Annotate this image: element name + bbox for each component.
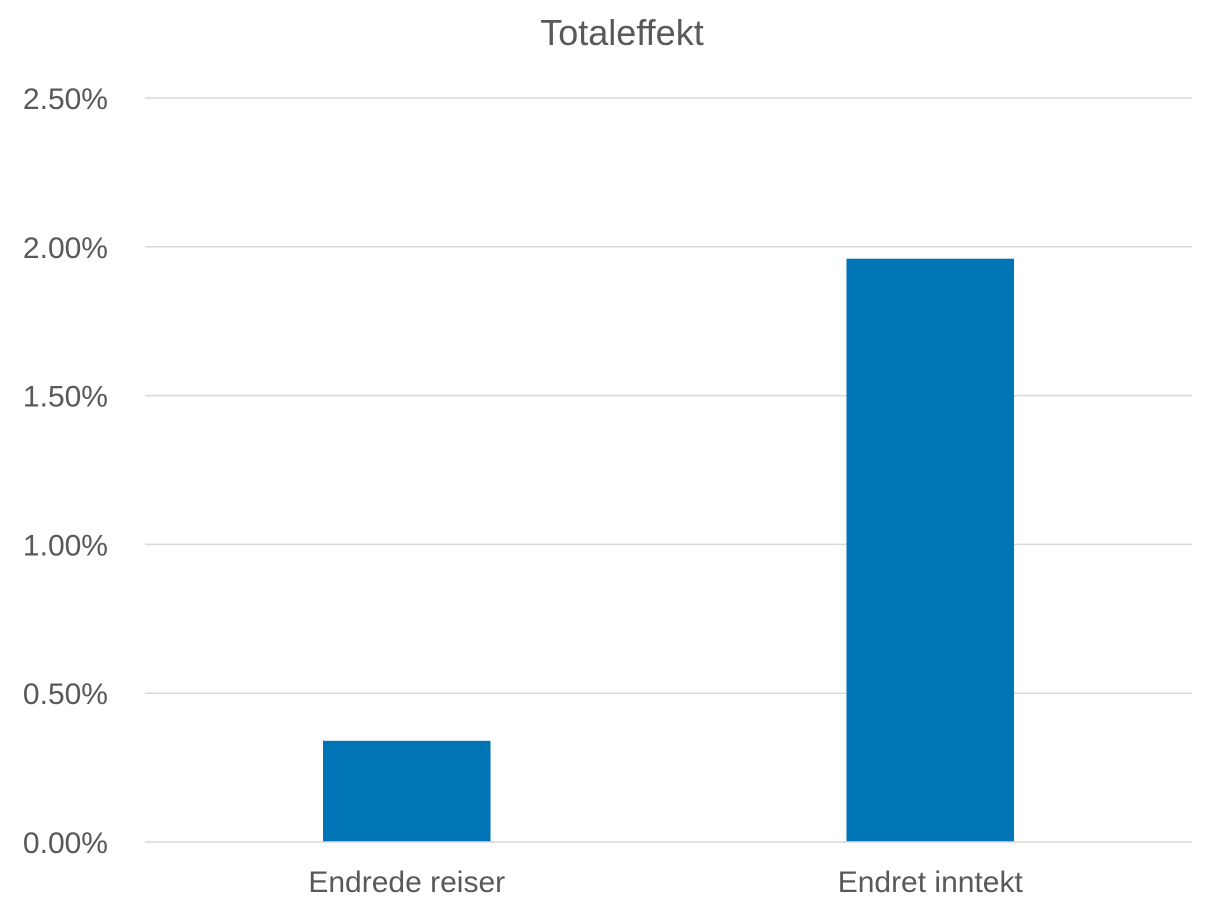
y-tick-label: 2.00% — [23, 232, 108, 265]
y-tick-label: 1.00% — [23, 529, 108, 562]
y-axis-tick-labels: 0.00% 0.50% 1.00% 1.50% 2.00% 2.50% — [23, 83, 108, 860]
gridlines — [145, 97, 1192, 694]
y-tick-label: 2.50% — [23, 83, 108, 116]
y-tick-label: 0.00% — [23, 827, 108, 860]
bars — [322, 258, 1015, 843]
x-tick-label: Endret inntekt — [838, 866, 1024, 899]
y-tick-label: 1.50% — [23, 381, 108, 414]
y-tick-label: 0.50% — [23, 678, 108, 711]
bar — [846, 258, 1015, 843]
bar — [322, 740, 491, 842]
chart-title: Totaleffekt — [540, 12, 703, 53]
x-axis-tick-labels: Endrede reiser Endret inntekt — [308, 866, 1023, 899]
x-tick-label: Endrede reiser — [308, 866, 505, 899]
